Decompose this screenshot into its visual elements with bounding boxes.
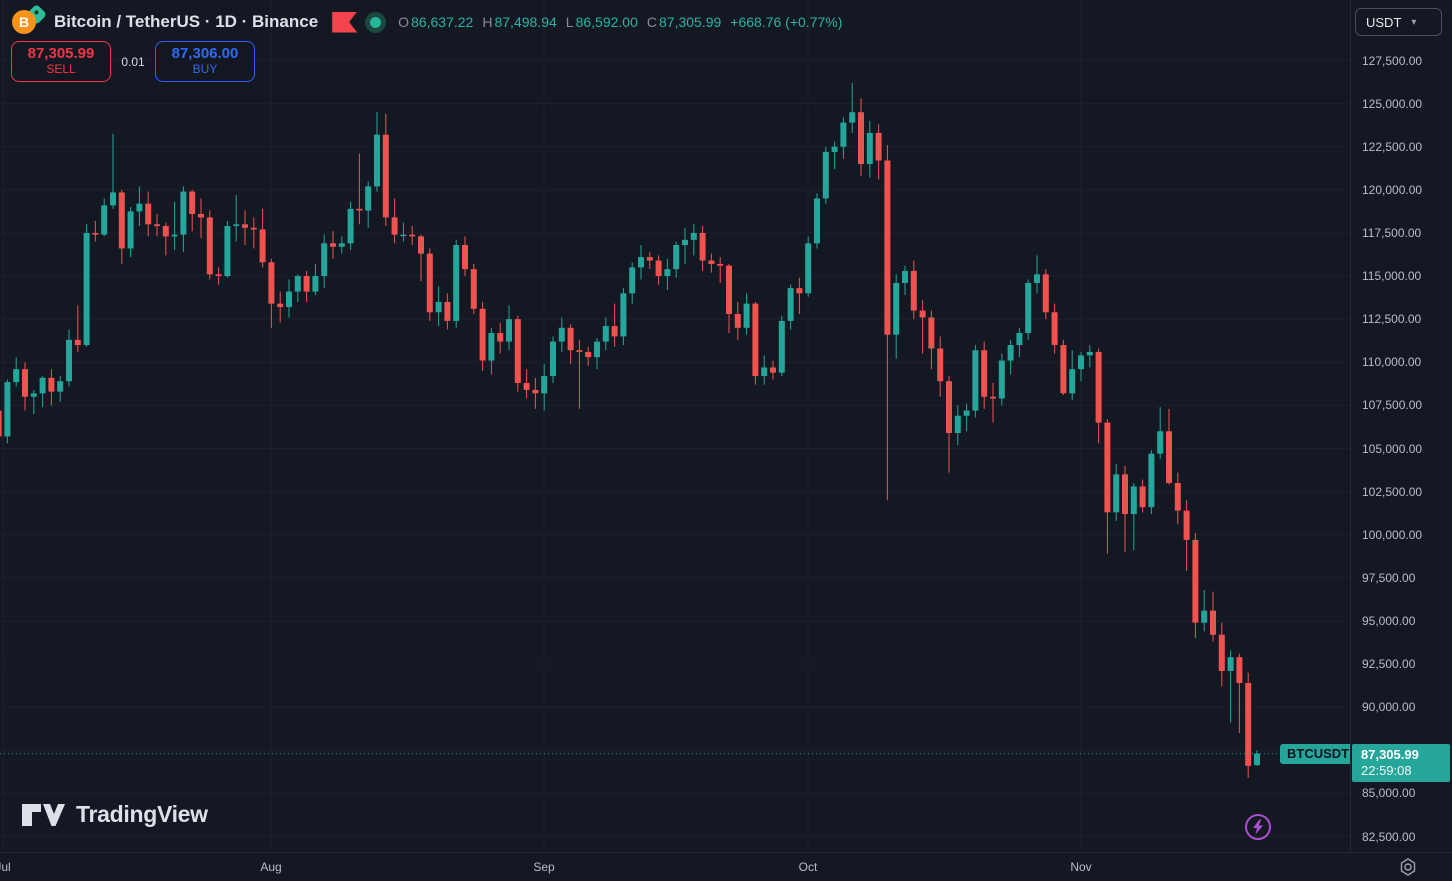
time-axis-label: Aug <box>260 860 282 874</box>
spread-value: 0.01 <box>121 54 145 69</box>
current-price-value: 87,305.99 <box>1361 746 1419 762</box>
sell-button[interactable]: 87,305.99 SELL <box>11 41 111 82</box>
flag-icon[interactable] <box>332 11 358 33</box>
tradingview-logo-text: TradingView <box>76 801 208 827</box>
buy-button[interactable]: 87,306.00 BUY <box>155 41 255 82</box>
symbol-title[interactable]: Bitcoin / TetherUS · 1D · Binance <box>54 12 319 31</box>
open-value: 86,637.22 <box>411 14 474 30</box>
open-label: O <box>398 14 410 30</box>
candlestick-chart[interactable]: B Bitcoin / TetherUS · 1D · Binance O 86… <box>0 0 1350 852</box>
chart-header: B Bitcoin / TetherUS · 1D · Binance O 86… <box>12 3 842 36</box>
bitcoin-icon: B <box>12 3 54 36</box>
price-axis-label: 115,000.00 <box>1362 269 1422 284</box>
candles-plot[interactable] <box>0 0 1350 852</box>
buy-price: 87,306.00 <box>171 45 239 62</box>
current-price-label: 87,305.99 22:59:08 <box>1352 743 1450 782</box>
market-status-dot-icon[interactable] <box>365 11 387 33</box>
price-axis-label: 100,000.00 <box>1362 527 1423 542</box>
price-axis-label: 85,000.00 <box>1362 786 1416 801</box>
time-axis-label: Jul <box>0 860 11 874</box>
price-axis-label: 127,500.00 <box>1362 53 1423 68</box>
close-label: C <box>646 14 657 30</box>
high-label: H <box>482 14 493 30</box>
time-axis-label: Sep <box>533 860 555 874</box>
time-axis[interactable]: Jul Aug Sep Oct Nov <box>0 852 1452 881</box>
low-label: L <box>565 14 574 30</box>
price-axis-label: 102,500.00 <box>1362 484 1423 499</box>
price-axis-label: 90,000.00 <box>1362 700 1416 715</box>
tradingview-mark-icon <box>22 803 65 826</box>
high-value: 87,498.94 <box>494 14 557 30</box>
price-axis-label: 117,500.00 <box>1362 225 1422 240</box>
price-axis-label: 82,500.00 <box>1362 829 1416 844</box>
price-axis-label: 122,500.00 <box>1362 139 1423 154</box>
tradingview-logo[interactable]: TradingView <box>22 801 208 828</box>
sell-label: SELL <box>46 62 76 76</box>
ohlc-values: O 86,637.22 H 87,498.94 L 86,592.00 C 87… <box>398 14 842 30</box>
flash-order-icon[interactable] <box>1244 813 1272 841</box>
price-axis-label: 120,000.00 <box>1362 182 1423 197</box>
change-value: +668.76 (+0.77%) <box>730 14 843 30</box>
buy-label: BUY <box>192 62 218 76</box>
trade-buttons: 87,305.99 SELL 0.01 87,306.00 BUY <box>11 41 255 82</box>
bar-countdown: 22:59:08 <box>1361 762 1412 778</box>
price-axis-label: 92,500.00 <box>1362 657 1416 672</box>
time-axis-label: Nov <box>1070 860 1092 874</box>
price-line-symbol-tag: BTCUSDT <box>1280 743 1350 764</box>
chevron-down-icon: ▾ <box>1411 16 1417 28</box>
sell-price: 87,305.99 <box>27 45 95 62</box>
close-value: 87,305.99 <box>659 14 722 30</box>
price-axis-label: 107,500.00 <box>1362 398 1423 413</box>
price-axis-label: 112,500.00 <box>1362 312 1422 327</box>
currency-dropdown-value: USDT <box>1366 14 1402 30</box>
low-value: 86,592.00 <box>575 14 638 30</box>
axis-settings-gear-icon[interactable] <box>1398 857 1418 877</box>
price-axis-label: 95,000.00 <box>1362 613 1416 628</box>
time-axis-label: Oct <box>798 860 818 874</box>
currency-dropdown[interactable]: USDT ▾ <box>1355 8 1442 36</box>
price-axis-label: 110,000.00 <box>1362 355 1422 370</box>
price-axis-label: 125,000.00 <box>1362 96 1423 111</box>
price-axis-label: 97,500.00 <box>1362 570 1416 585</box>
price-axis[interactable]: 127,500.00 125,000.00 122,500.00 120,000.00… <box>1350 0 1452 852</box>
price-axis-label: 105,000.00 <box>1362 441 1423 456</box>
